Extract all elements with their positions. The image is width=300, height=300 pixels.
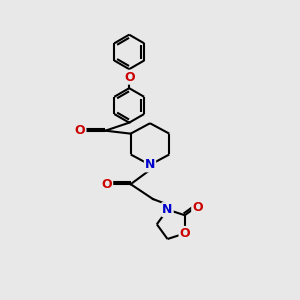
Text: N: N [145,158,155,171]
Text: O: O [179,227,190,240]
Text: O: O [102,178,112,191]
Text: O: O [192,201,203,214]
Text: O: O [75,124,86,137]
Text: O: O [124,71,134,84]
Text: N: N [162,203,173,216]
